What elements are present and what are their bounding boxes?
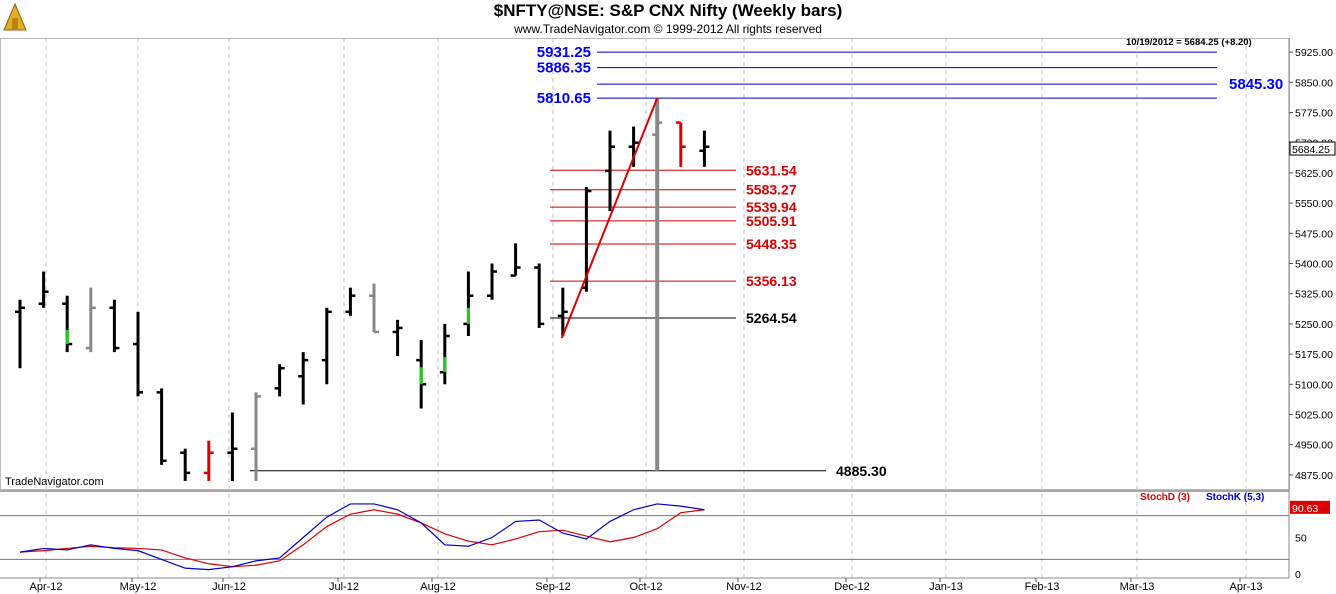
level-label: 5931.25 — [537, 44, 591, 61]
x-tick-label: Jun-12 — [212, 581, 246, 593]
y-tick-label: 5850.00 — [1295, 77, 1333, 89]
ohlc-bar — [38, 271, 49, 308]
trend-line-segment — [560, 97, 659, 339]
ohlc-bar — [85, 287, 96, 353]
level-label: 5631.54 — [746, 162, 797, 178]
ohlc-bar — [109, 299, 120, 353]
ohlc-bar — [699, 130, 710, 167]
ohlc-bar — [416, 340, 427, 409]
page-title: $NFTY@NSE: S&P CNX Nifty (Weekly bars) — [493, 1, 843, 20]
ohlc-bar — [298, 352, 309, 405]
y-tick-label: 5025.00 — [1295, 410, 1333, 422]
stoch-tick-label: 0 — [1295, 569, 1301, 581]
y-tick-label: 5250.00 — [1295, 319, 1333, 331]
ohlc-bar — [557, 287, 568, 336]
legend-stochd: StochD (3) — [1140, 492, 1190, 503]
ohlc-bar — [510, 243, 521, 277]
ohlc-bar — [321, 307, 332, 385]
stoch-series-line — [19, 503, 705, 571]
y-tick-label: 5325.00 — [1295, 289, 1333, 301]
level-label: 5886.35 — [537, 60, 591, 77]
y-tick-label: 5175.00 — [1295, 349, 1333, 361]
ohlc-bar — [15, 299, 25, 369]
y-tick-label: 5550.00 — [1295, 198, 1333, 210]
logo-icon — [3, 2, 27, 31]
price-frame — [0, 38, 1290, 490]
level-label: 5356.13 — [746, 273, 797, 289]
ohlc-bar — [345, 287, 356, 316]
ohlc-bar — [605, 130, 615, 212]
level-label: 5810.65 — [537, 90, 591, 107]
ohlc-bar — [534, 263, 545, 328]
level-label: 5505.91 — [746, 213, 797, 229]
x-tick-label: Sep-12 — [535, 581, 570, 593]
y-tick-label: 5400.00 — [1295, 259, 1333, 271]
x-axis: Apr-12 May-12 Jun-12 Jul-12 Aug-12 Sep-12 Oct-… — [29, 578, 1263, 593]
y-tick-label: 4875.00 — [1295, 470, 1333, 482]
ohlc-bar — [652, 98, 663, 471]
x-tick-label: Apr-12 — [29, 581, 62, 593]
stoch-series-line — [19, 509, 705, 568]
x-tick-label: Jul-12 — [329, 581, 359, 593]
legend-stochk: StochK (5,3) — [1206, 492, 1265, 503]
x-tick-label: Nov-12 — [726, 581, 761, 593]
y-axis: 4875.00 4950.00 5025.00 5100.00 5175.00 5250.… — [1288, 38, 1336, 578]
grid — [0, 38, 1290, 579]
last-value-label: 5684.25 — [1292, 144, 1330, 156]
x-tick-label: Feb-13 — [1025, 581, 1060, 593]
level-label: 5264.54 — [746, 310, 797, 326]
stoch-last-label: 90.63 — [1292, 503, 1318, 515]
y-tick-label: 5475.00 — [1295, 228, 1333, 240]
y-tick-label: 5100.00 — [1295, 379, 1333, 391]
ohlc-bar — [392, 319, 403, 357]
copyright-subtitle: www.TradeNavigator.com © 1999-2012 All r… — [514, 22, 822, 36]
ohlc-bar — [156, 388, 167, 465]
watermark-label: TradeNavigator.com — [5, 476, 104, 488]
ohlc-bar — [62, 295, 73, 353]
x-tick-label: Apr-13 — [1229, 581, 1262, 593]
ohlc-bar — [133, 311, 143, 397]
last-value-box — [1289, 141, 1336, 156]
ohlc-bar — [274, 364, 285, 397]
ohlc-bar — [439, 323, 450, 385]
ohlc-bar — [369, 283, 379, 334]
price-bars — [15, 98, 710, 481]
x-tick-label: Jan-13 — [929, 581, 963, 593]
x-tick-label: May-12 — [120, 581, 157, 593]
stochastic-panel: 0 50 90.63 — [0, 500, 1330, 581]
ohlc-bar — [487, 263, 497, 300]
level-label: 5539.94 — [746, 199, 797, 215]
stoch-tick-label: 50 — [1295, 533, 1307, 545]
x-tick-label: Aug-12 — [420, 581, 455, 593]
stoch-last-box — [1290, 500, 1330, 514]
ohlc-bar — [180, 448, 191, 481]
x-tick-label: Oct-12 — [629, 581, 662, 593]
level-label: 5583.27 — [746, 182, 797, 198]
trend-line — [560, 97, 659, 339]
level-label: 5448.35 — [746, 236, 797, 252]
x-tick-label: Dec-12 — [834, 581, 869, 593]
ohlc-bar — [463, 271, 474, 336]
y-tick-label: 4950.00 — [1295, 440, 1333, 452]
level-label: 4885.30 — [836, 463, 887, 479]
y-tick-label: 5925.00 — [1295, 47, 1333, 59]
ohlc-bar — [251, 392, 261, 481]
last-close-info: 10/19/2012 = 5684.25 (+8.20) — [1126, 37, 1252, 48]
y-tick-label: 5625.00 — [1295, 168, 1333, 180]
ohlc-bar — [227, 412, 238, 481]
level-label: 5845.30 — [1229, 76, 1283, 93]
y-tick-label: 5775.00 — [1295, 107, 1333, 119]
x-tick-label: Mar-13 — [1120, 581, 1155, 593]
ohlc-bar — [203, 440, 214, 481]
ohlc-bar — [675, 121, 686, 167]
